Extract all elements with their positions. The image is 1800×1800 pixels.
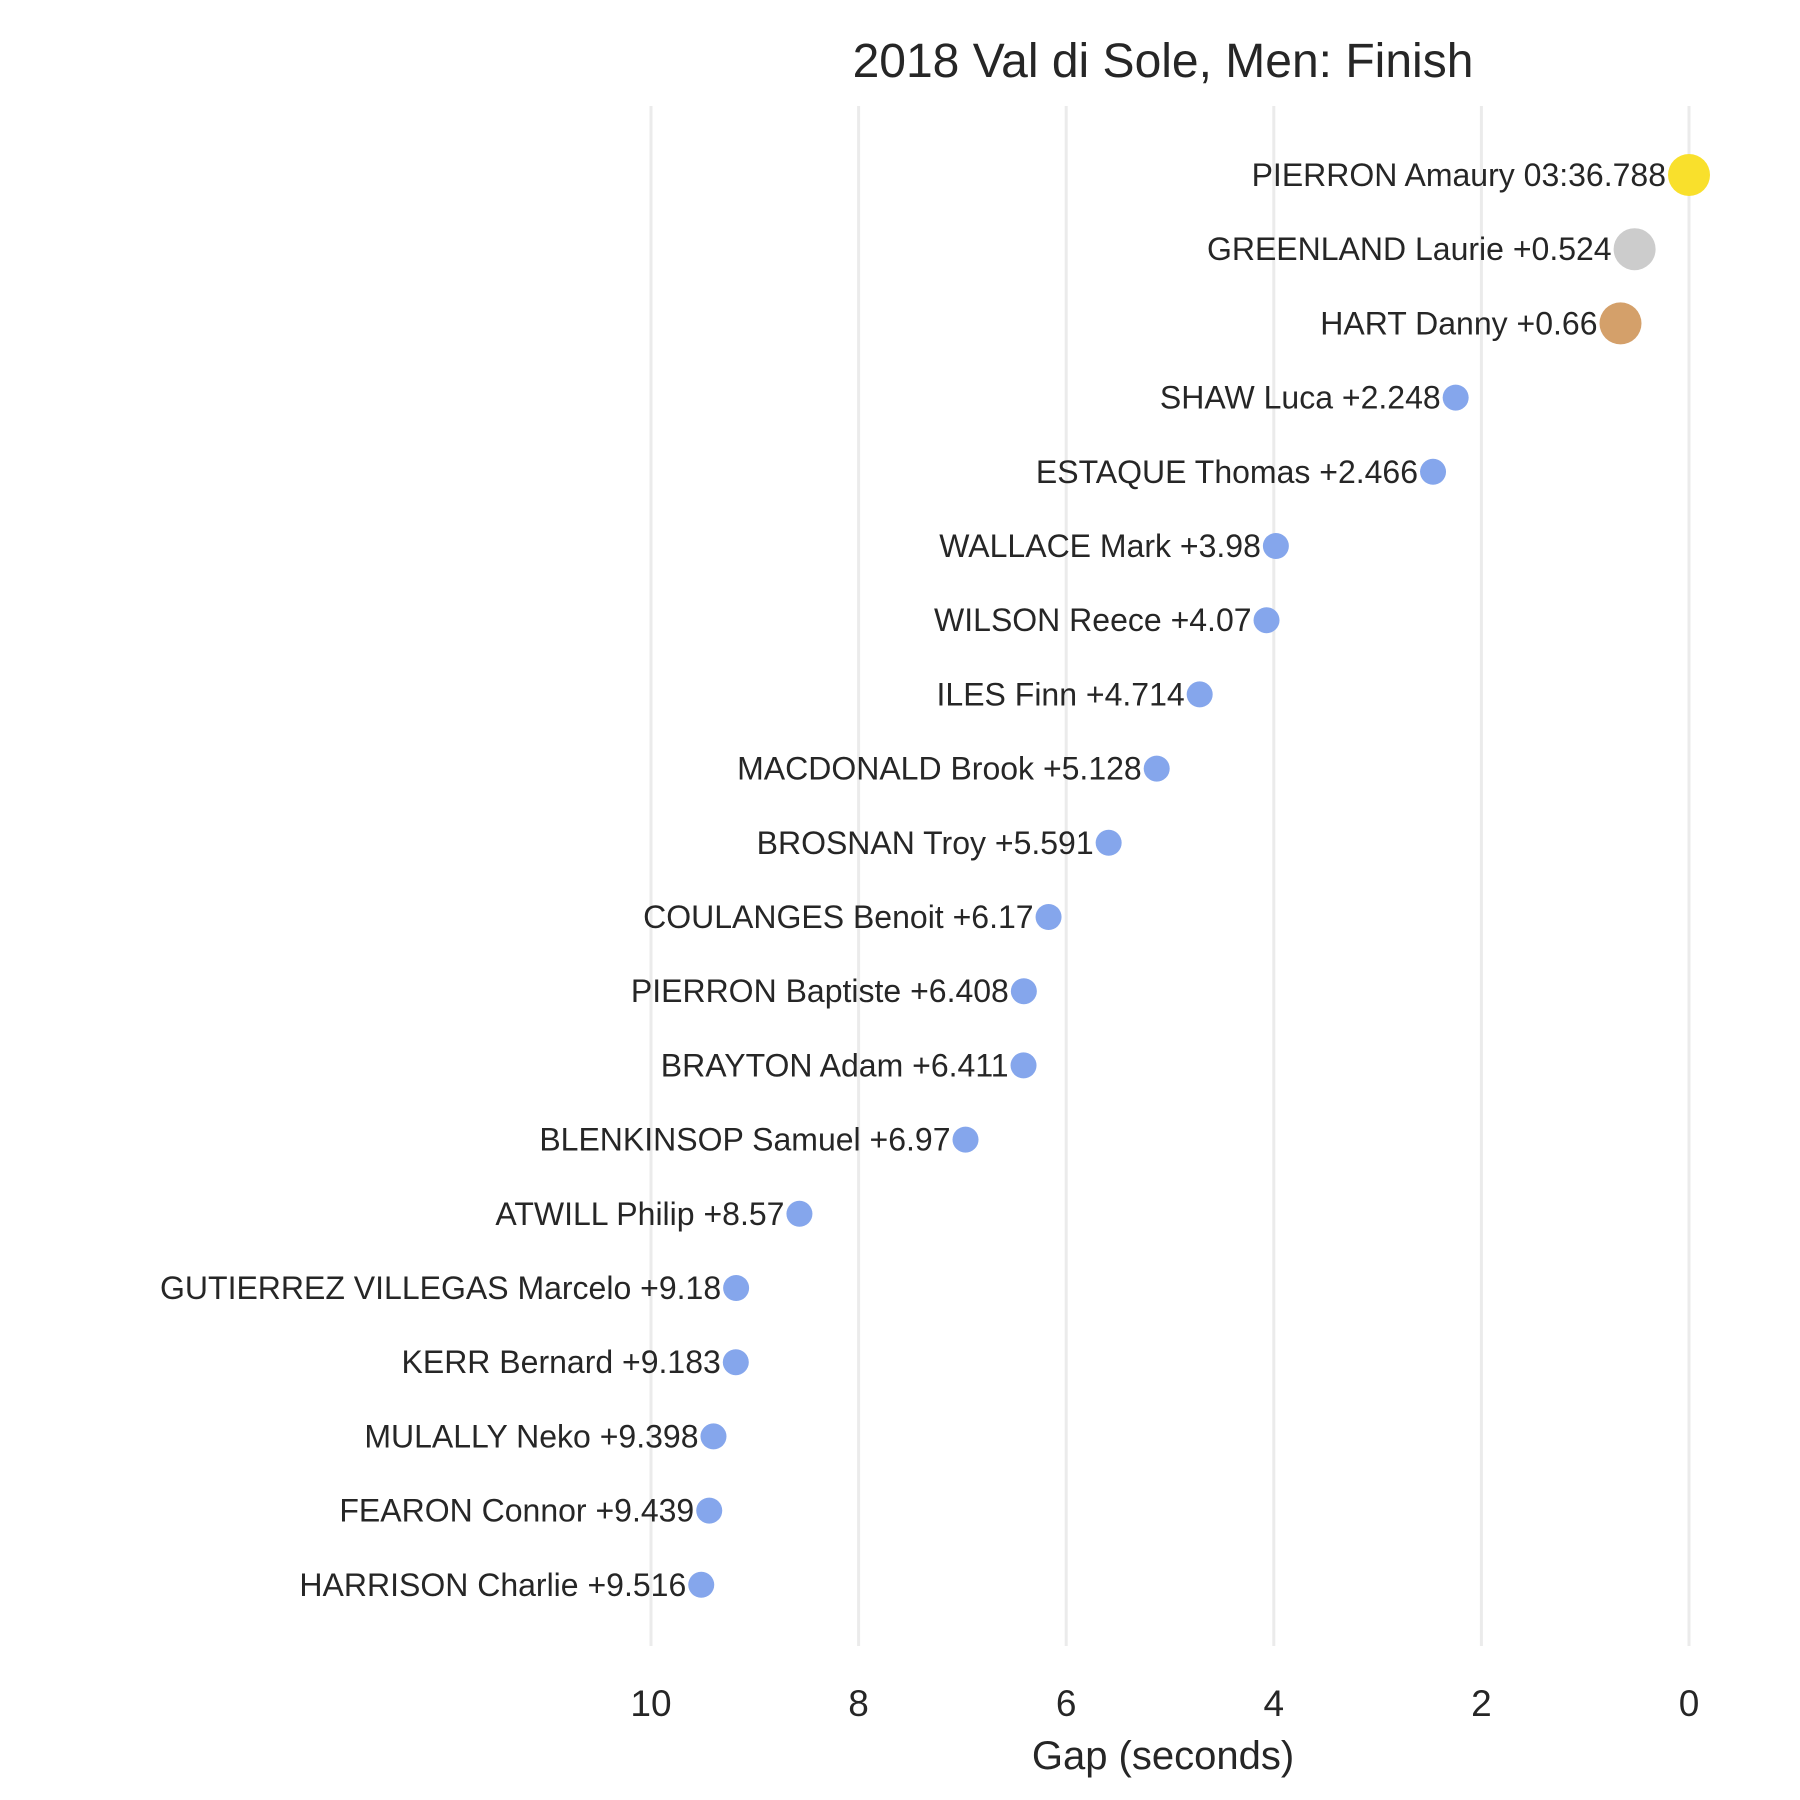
data-point-rank-4 <box>1442 384 1469 411</box>
point-labels-layer: PIERRON Amaury 03:36.788 GREENLAND Laurie… <box>160 157 1666 1603</box>
data-point-rank-11 <box>1035 904 1062 930</box>
point-label: ESTAQUE Thomas +2.466 <box>1036 454 1418 490</box>
point-label: ILES Finn +4.714 <box>937 676 1185 712</box>
x-tick-label: 8 <box>848 1683 869 1724</box>
data-point-rank-13 <box>1010 1052 1037 1079</box>
data-point-rank-16 <box>723 1275 750 1301</box>
x-tick-label: 10 <box>630 1683 671 1724</box>
point-label: SHAW Luca +2.248 <box>1160 380 1441 416</box>
point-label: GUTIERREZ VILLEGAS Marcelo +9.18 <box>160 1270 721 1306</box>
point-label: HART Danny +0.66 <box>1320 305 1597 341</box>
point-label: PIERRON Baptiste +6.408 <box>631 973 1009 1009</box>
x-axis-label: Gap (seconds) <box>1032 1734 1294 1778</box>
x-tick-label: 4 <box>1264 1683 1285 1724</box>
point-label: MACDONALD Brook +5.128 <box>737 751 1142 787</box>
data-point-rank-3 <box>1599 302 1642 345</box>
point-label: BROSNAN Troy +5.591 <box>757 825 1094 861</box>
data-point-rank-15 <box>786 1200 813 1227</box>
data-point-rank-17 <box>722 1349 749 1376</box>
x-tick-label: 0 <box>1679 1683 1700 1724</box>
data-point-rank-19 <box>696 1497 723 1524</box>
data-point-rank-20 <box>688 1571 715 1598</box>
data-point-rank-18 <box>700 1423 727 1450</box>
point-label: MULALLY Neko +9.398 <box>364 1418 698 1454</box>
x-tick-label: 2 <box>1471 1683 1492 1724</box>
data-point-rank-6 <box>1262 533 1289 559</box>
point-label: WALLACE Mark +3.98 <box>939 528 1261 564</box>
data-point-rank-9 <box>1143 755 1170 782</box>
data-point-rank-14 <box>952 1126 979 1153</box>
point-label: BLENKINSOP Samuel +6.97 <box>539 1122 950 1158</box>
data-point-rank-12 <box>1010 978 1037 1005</box>
data-point-rank-1 <box>1668 154 1710 196</box>
point-label: HARRISON Charlie +9.516 <box>299 1567 686 1603</box>
points-layer <box>688 154 1710 1598</box>
point-label: FEARON Connor +9.439 <box>339 1493 694 1529</box>
data-point-rank-8 <box>1186 681 1213 708</box>
point-label: KERR Bernard +9.183 <box>402 1344 721 1380</box>
x-tick-label: 6 <box>1056 1683 1077 1724</box>
point-label: BRAYTON Adam +6.411 <box>661 1047 1009 1083</box>
point-label: GREENLAND Laurie +0.524 <box>1207 231 1612 267</box>
point-label: ATWILL Philip +8.57 <box>495 1196 784 1232</box>
data-point-rank-7 <box>1253 607 1280 634</box>
x-axis-ticks: 10 8 6 4 2 0 <box>630 1683 1699 1724</box>
point-label: COULANGES Benoit +6.17 <box>643 899 1033 935</box>
chart-title: 2018 Val di Sole, Men: Finish <box>853 35 1474 88</box>
data-point-rank-5 <box>1420 458 1447 485</box>
data-point-rank-10 <box>1095 829 1122 856</box>
data-point-rank-2 <box>1613 228 1656 271</box>
point-label: PIERRON Amaury 03:36.788 <box>1252 157 1666 193</box>
point-label: WILSON Reece +4.07 <box>934 602 1251 638</box>
grid-layer <box>649 106 1691 1646</box>
